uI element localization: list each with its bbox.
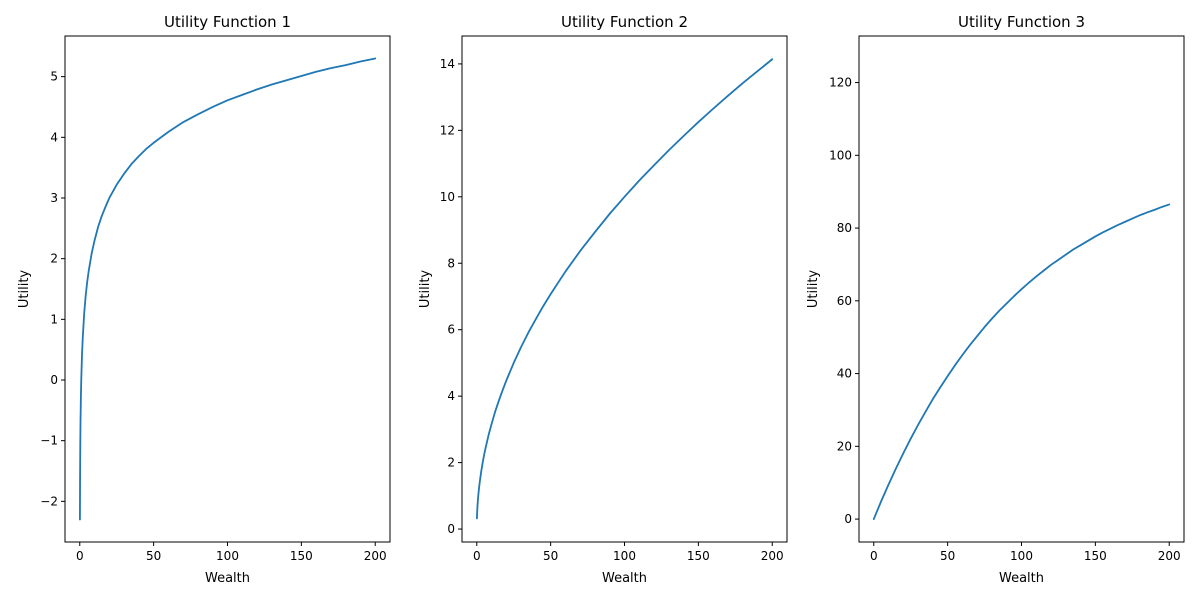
y-axis-label: Utility — [17, 270, 32, 309]
y-tick-label: 80 — [837, 221, 852, 235]
x-tick-label: 200 — [761, 549, 784, 563]
x-tick-label: 50 — [543, 549, 558, 563]
y-tick-label: 5 — [50, 70, 58, 84]
y-tick-label: 40 — [837, 367, 852, 381]
y-tick-label: 4 — [447, 389, 455, 403]
x-tick-label: 200 — [1158, 549, 1181, 563]
x-tick-label: 0 — [76, 549, 84, 563]
x-tick-label: 200 — [364, 549, 387, 563]
x-tick-label: 100 — [1010, 549, 1033, 563]
y-tick-label: 10 — [440, 190, 455, 204]
y-tick-label: 120 — [829, 76, 852, 90]
y-tick-label: 60 — [837, 294, 852, 308]
y-tick-label: 0 — [50, 373, 58, 387]
x-tick-label: 150 — [1084, 549, 1107, 563]
series-line — [476, 58, 774, 520]
chart-panel-3: Utility Function 3 0 50 100 150 200 0 20 40 60 80 1… — [806, 13, 1185, 586]
x-tick-label: 0 — [473, 549, 481, 563]
x-tick-label: 50 — [146, 549, 161, 563]
y-tick-label: 0 — [844, 512, 852, 526]
chart-title: Utility Function 1 — [164, 13, 291, 31]
x-axis-label: Wealth — [602, 571, 647, 586]
x-tick-label: 0 — [870, 549, 878, 563]
x-tick-label: 150 — [290, 549, 313, 563]
chart-title: Utility Function 3 — [958, 13, 1085, 31]
y-tick-label: 8 — [447, 256, 455, 270]
x-tick-label: 150 — [687, 549, 710, 563]
y-tick-label: 12 — [440, 123, 455, 137]
chart-panel-2: Utility Function 2 0 50 100 150 200 0 2 4 6 8 10 12 1… — [418, 13, 788, 586]
y-tick-label: 3 — [50, 191, 58, 205]
series-line — [872, 203, 1171, 520]
y-tick-label: 4 — [50, 130, 58, 144]
y-tick-label: 1 — [50, 312, 58, 326]
x-axis-label: Wealth — [999, 571, 1044, 586]
series-line — [79, 57, 377, 521]
chart-panel-1: Utility Function 1 0 50 100 150 200 −2 −1 0 1 2 3 4 5… — [17, 13, 391, 586]
y-axis-label: Utility — [418, 270, 433, 309]
y-tick-label: 20 — [837, 439, 852, 453]
y-tick-label: 2 — [447, 456, 455, 470]
y-tick-label: 0 — [447, 522, 455, 536]
y-tick-label: 100 — [829, 148, 852, 162]
axes-frame — [461, 35, 788, 543]
y-tick-label: 14 — [440, 57, 455, 71]
x-axis-label: Wealth — [205, 571, 250, 586]
x-tick-label: 100 — [216, 549, 239, 563]
x-tick-label: 50 — [940, 549, 955, 563]
y-tick-label: −2 — [40, 494, 58, 508]
y-tick-label: 2 — [50, 252, 58, 266]
chart-title: Utility Function 2 — [561, 13, 688, 31]
y-axis-label: Utility — [806, 270, 821, 309]
y-tick-label: 6 — [447, 323, 455, 337]
x-tick-label: 100 — [613, 549, 636, 563]
y-tick-label: −1 — [40, 434, 58, 448]
axes-frame — [64, 35, 391, 543]
